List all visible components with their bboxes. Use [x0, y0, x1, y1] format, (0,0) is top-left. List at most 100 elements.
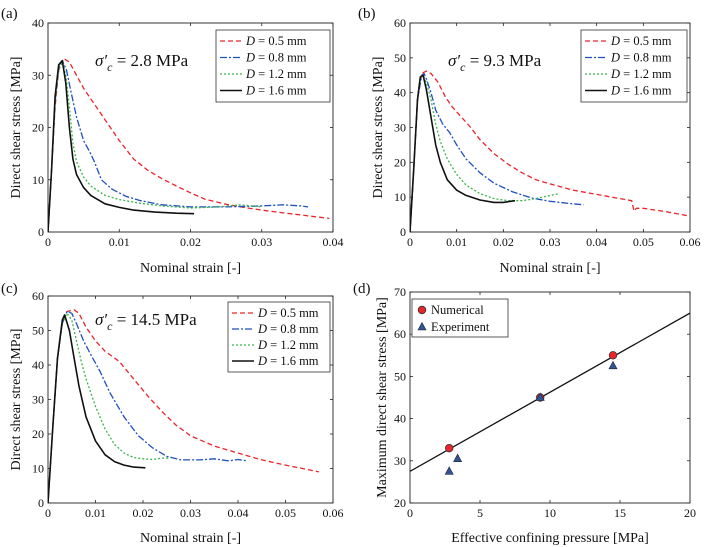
plot-area-a	[48, 57, 330, 232]
chart-a: 0 0.01 0.02 0.03 0.04 0 10 20 30 40 Nominal strain…	[1, 6, 344, 276]
legend-val: = 0.5 mm	[620, 34, 672, 48]
legend-var: D	[257, 338, 267, 352]
legend-val: = 0.8 mm	[620, 51, 672, 65]
y-tick-label-d: 50	[394, 369, 406, 383]
experiment-point	[453, 453, 463, 462]
legend-val: = 1.6 mm	[267, 354, 319, 368]
experiment-point	[608, 360, 618, 370]
x-tick-label-b: 0.03	[540, 235, 561, 249]
legend-label-a-0: D = 0.5 mm	[245, 34, 307, 48]
y-tick-label-a: 10	[32, 173, 44, 187]
y-tick-label-c: 20	[32, 427, 44, 441]
legend-label-a-2: D = 1.2 mm	[245, 67, 307, 81]
x-tick-label-d: 10	[544, 506, 556, 520]
series-line-b-1	[410, 72, 584, 232]
legend-box-d	[411, 298, 509, 338]
legend-marker-experiment	[417, 321, 427, 331]
series-line-a-3	[48, 59, 195, 232]
x-tick-label-b: 0.05	[633, 235, 654, 249]
y-tick-label-a: 30	[32, 68, 44, 82]
legend-label-a-3: D = 1.6 mm	[245, 84, 307, 98]
legend-d: Numerical Experiment	[411, 298, 509, 338]
y-tick-label-d: 40	[394, 412, 406, 426]
x-tick-label-c: 0.01	[85, 506, 106, 520]
legend-label-c-1: D = 0.8 mm	[257, 322, 319, 336]
y-tick-label-b: 0	[400, 225, 406, 239]
annotation-subscript: c	[460, 60, 466, 74]
annotation-sigma: σ′	[448, 51, 460, 70]
y-axis-label-b: Direct shear stress [MPa]	[371, 57, 386, 199]
annotation-value: = 9.3 MPa	[465, 51, 541, 70]
y-tick-label-c: 40	[32, 358, 44, 372]
legend-a: D = 0.5 mmD = 0.8 mmD = 1.2 mmD = 1.6 mm	[215, 29, 331, 103]
plot-area-b	[410, 70, 690, 232]
series-line-c-1	[48, 310, 248, 503]
plot-area-d	[410, 312, 690, 472]
y-tick-label-c: 50	[32, 324, 44, 338]
x-tick-label-a: 0	[45, 235, 51, 249]
y-tick-label-c: 0	[38, 496, 44, 510]
chart-d: 0 5 10 15 20 20 30 40 50 60 70 Effective confining …	[353, 281, 696, 546]
legend-var: D	[610, 34, 620, 48]
legend-val: = 0.8 mm	[267, 322, 319, 336]
x-tick-label-b: 0.02	[493, 235, 514, 249]
confining-annotation-a: σ′c = 2.8 MPa	[95, 51, 189, 74]
experiment-point	[535, 392, 545, 401]
series-line-a-1	[48, 59, 309, 232]
x-tick-label-d: 0	[407, 506, 413, 520]
y-axis-label-d: Maximum direct shear stress [MPa]	[375, 297, 390, 498]
y-tick-label-c: 60	[32, 289, 44, 303]
series-line-c-3	[48, 314, 146, 503]
x-tick-label-c: 0.03	[180, 506, 201, 520]
panel-label-d: (d)	[353, 281, 371, 297]
annotation-subscript: c	[107, 319, 113, 333]
legend-label-a-1: D = 0.8 mm	[245, 51, 307, 65]
x-tick-label-a: 0.02	[180, 235, 201, 249]
annotation-sigma: σ′	[95, 310, 107, 329]
legend-var: D	[610, 84, 620, 98]
panel-label-c: (c)	[1, 281, 18, 297]
annotation-value: = 2.8 MPa	[112, 51, 188, 70]
series-line-b-3	[410, 74, 516, 232]
panel-label-b: (b)	[358, 6, 376, 22]
legend-label-b-2: D = 1.2 mm	[610, 67, 672, 81]
series-line-c-2	[48, 312, 170, 503]
legend-val: = 0.5 mm	[267, 306, 319, 320]
legend-val: = 1.2 mm	[255, 67, 307, 81]
legend-label-c-2: D = 1.2 mm	[257, 338, 319, 352]
legend-var: D	[245, 84, 255, 98]
numerical-point	[445, 443, 454, 453]
y-tick-label-d: 60	[394, 327, 406, 341]
x-tick-label-b: 0	[407, 235, 413, 249]
annotation-value: = 14.5 MPa	[112, 310, 197, 329]
legend-c: D = 0.5 mmD = 0.8 mmD = 1.2 mmD = 1.6 mm	[227, 301, 331, 373]
x-tick-label-c: 0.06	[323, 506, 344, 520]
legend-val: = 0.5 mm	[255, 34, 307, 48]
x-axis-label-d: Effective confining pressure [MPa]	[451, 531, 649, 546]
y-tick-label-a: 0	[38, 225, 44, 239]
y-tick-label-d: 70	[394, 285, 406, 299]
y-tick-label-b: 50	[394, 51, 406, 65]
x-tick-label-b: 0.01	[446, 235, 467, 249]
legend-b: D = 0.5 mmD = 0.8 mmD = 1.2 mmD = 1.6 mm	[580, 29, 688, 103]
experiment-point	[444, 466, 454, 475]
legend-label-b-1: D = 0.8 mm	[610, 51, 672, 65]
x-tick-label-b: 0.04	[586, 235, 607, 249]
panel-label-a: (a)	[1, 6, 18, 22]
legend-var: D	[257, 322, 267, 336]
legend-val: = 1.2 mm	[267, 338, 319, 352]
legend-val: = 0.8 mm	[255, 51, 307, 65]
x-tick-label-b: 0.06	[680, 235, 701, 249]
legend-label-b-3: D = 1.6 mm	[610, 84, 672, 98]
y-axis-label-c: Direct shear stress [MPa]	[9, 329, 24, 471]
x-tick-label-d: 15	[614, 506, 626, 520]
y-axis-label-a: Direct shear stress [MPa]	[9, 57, 24, 199]
series-line-b-2	[410, 74, 560, 232]
fit-line	[410, 312, 690, 472]
x-axis-label-b: Nominal strain [-]	[499, 261, 600, 276]
legend-var: D	[245, 34, 255, 48]
x-tick-label-c: 0.04	[228, 506, 249, 520]
x-axis-label-a: Nominal strain [-]	[140, 261, 241, 276]
legend-var: D	[245, 51, 255, 65]
